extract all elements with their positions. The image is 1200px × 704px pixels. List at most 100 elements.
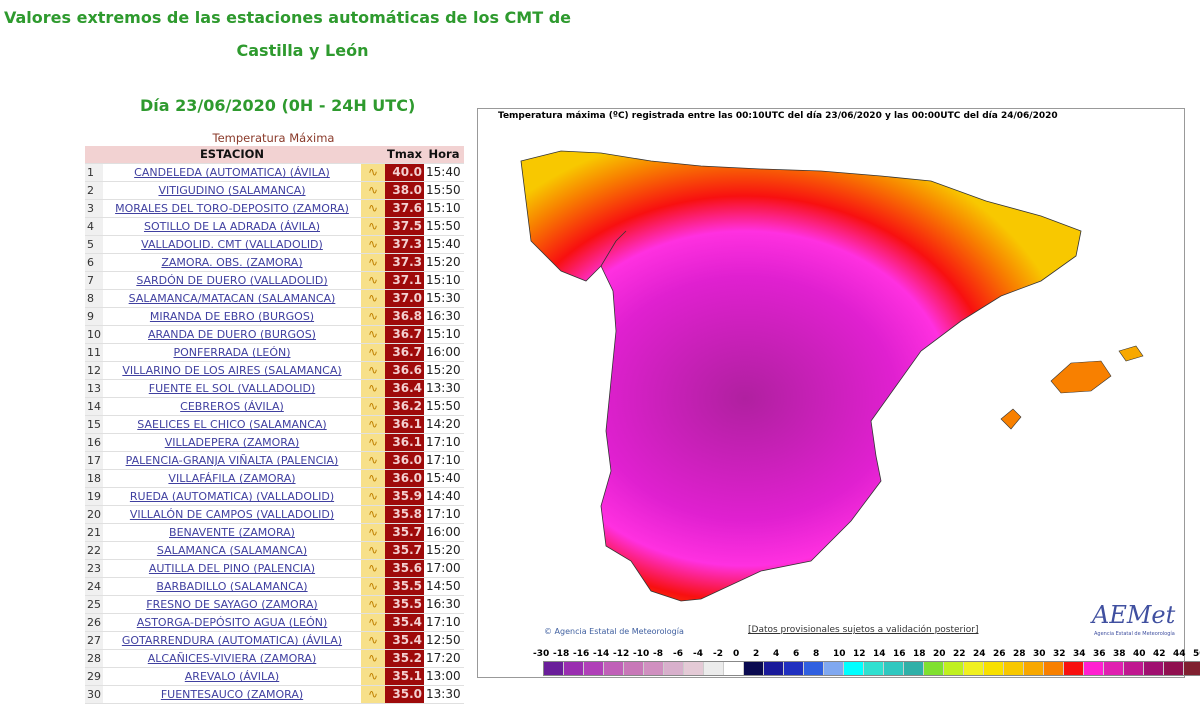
chart-wave-icon[interactable]: ∿ [361, 505, 385, 524]
station-link[interactable]: BARBADILLO (SALAMANCA) [156, 580, 308, 593]
station-link[interactable]: FRESNO DE SAYAGO (ZAMORA) [146, 598, 318, 611]
station-link[interactable]: FUENTESAUCO (ZAMORA) [160, 688, 304, 701]
chart-wave-icon[interactable]: ∿ [361, 595, 385, 614]
station-link[interactable]: VILLADEPERA (ZAMORA) [164, 436, 300, 449]
legend-swatch [764, 662, 784, 675]
station-link[interactable]: VILLARINO DE LOS AIRES (SALAMANCA) [122, 364, 342, 377]
legend-swatch [604, 662, 624, 675]
hora-value: 17:10 [426, 435, 461, 449]
table-caption: Temperatura Máxima [212, 131, 335, 145]
chart-wave-icon[interactable]: ∿ [361, 415, 385, 434]
tmax-value: 35.8 [385, 505, 425, 524]
chart-wave-icon[interactable]: ∿ [361, 559, 385, 578]
chart-wave-icon[interactable]: ∿ [361, 631, 385, 650]
station-link[interactable]: MORALES DEL TORO-DEPOSITO (ZAMORA) [115, 202, 349, 215]
hora-value: 15:40 [426, 165, 461, 179]
chart-wave-icon[interactable]: ∿ [361, 271, 385, 290]
tmax-value: 35.1 [385, 667, 425, 686]
chart-wave-icon[interactable]: ∿ [361, 307, 385, 326]
hora-value: 14:40 [426, 489, 461, 503]
station-link[interactable]: SAELICES EL CHICO (SALAMANCA) [137, 418, 327, 431]
page-subtitle: Castilla y León [236, 41, 369, 60]
hora-value: 15:50 [426, 183, 461, 197]
station-link[interactable]: SARDÓN DE DUERO (VALLADOLID) [136, 274, 328, 287]
chart-wave-icon[interactable]: ∿ [361, 451, 385, 470]
station-link[interactable]: RUEDA (AUTOMATICA) (VALLADOLID) [129, 490, 335, 503]
station-link[interactable]: ASTORGA-DEPÓSITO AGUA (LEÓN) [136, 616, 328, 629]
disclaimer-link[interactable]: [Datos provisionales sujetos a validació… [748, 625, 979, 635]
legend-swatch [544, 662, 564, 675]
station-link[interactable]: VILLAFÁFILA (ZAMORA) [168, 472, 296, 485]
chart-wave-icon[interactable]: ∿ [361, 469, 385, 488]
row-number: 23 [85, 559, 103, 578]
chart-wave-icon[interactable]: ∿ [361, 487, 385, 506]
station-link[interactable]: ARANDA DE DUERO (BURGOS) [148, 328, 316, 341]
chart-wave-icon[interactable]: ∿ [361, 199, 385, 218]
chart-wave-icon[interactable]: ∿ [361, 217, 385, 236]
table-row: 25 FRESNO DE SAYAGO (ZAMORA) ∿ 35.5 16:3… [85, 595, 465, 614]
chart-wave-icon[interactable]: ∿ [361, 235, 385, 254]
chart-wave-icon[interactable]: ∿ [361, 577, 385, 596]
station-link[interactable]: AUTILLA DEL PINO (PALENCIA) [148, 562, 316, 575]
chart-wave-icon[interactable]: ∿ [361, 541, 385, 560]
chart-wave-icon[interactable]: ∿ [361, 289, 385, 308]
chart-wave-icon[interactable]: ∿ [361, 397, 385, 416]
chart-wave-icon[interactable]: ∿ [361, 253, 385, 272]
hora-value: 16:00 [426, 345, 461, 359]
chart-wave-icon[interactable]: ∿ [361, 433, 385, 452]
legend-label: -6 [673, 649, 683, 659]
tmax-value: 36.8 [385, 307, 425, 326]
station-link[interactable]: FUENTE EL SOL (VALLADOLID) [148, 382, 316, 395]
chart-wave-icon[interactable]: ∿ [361, 667, 385, 686]
legend-label: 32 [1053, 649, 1066, 659]
col-station: ESTACION [103, 146, 361, 164]
chart-wave-icon[interactable]: ∿ [361, 685, 385, 704]
chart-wave-icon[interactable]: ∿ [361, 649, 385, 668]
row-number: 8 [85, 289, 103, 308]
table-row: 16 VILLADEPERA (ZAMORA) ∿ 36.1 17:10 [85, 433, 465, 452]
hora-value: 16:30 [426, 309, 461, 323]
chart-wave-icon[interactable]: ∿ [361, 163, 385, 182]
station-link[interactable]: MIRANDA DE EBRO (BURGOS) [149, 310, 315, 323]
portugal-border [600, 230, 627, 267]
station-link[interactable]: ZAMORA. OBS. (ZAMORA) [161, 256, 303, 269]
legend-swatch [1064, 662, 1084, 675]
row-number: 26 [85, 613, 103, 632]
legend-label: 8 [813, 649, 820, 659]
station-link[interactable]: PONFERRADA (LEÓN) [173, 346, 291, 359]
table-row: 14 CEBREROS (ÁVILA) ∿ 36.2 15:50 [85, 397, 465, 416]
station-link[interactable]: AREVALO (ÁVILA) [184, 670, 280, 683]
legend-label: -10 [633, 649, 650, 659]
tmax-value: 35.4 [385, 631, 425, 650]
legend-label: 20 [933, 649, 946, 659]
station-link[interactable]: PALENCIA-GRANJA VIÑALTA (PALENCIA) [125, 454, 339, 467]
row-number: 2 [85, 181, 103, 200]
chart-wave-icon[interactable]: ∿ [361, 613, 385, 632]
legend-swatch [564, 662, 584, 675]
chart-wave-icon[interactable]: ∿ [361, 343, 385, 362]
legend-swatch [744, 662, 764, 675]
hora-value: 17:20 [426, 651, 461, 665]
station-link[interactable]: GOTARRENDURA (AUTOMATICA) (ÁVILA) [121, 634, 343, 647]
hora-value: 16:30 [426, 597, 461, 611]
station-link[interactable]: CEBREROS (ÁVILA) [180, 400, 284, 413]
legend-swatch [944, 662, 964, 675]
station-link[interactable]: SOTILLO DE LA ADRADA (ÁVILA) [143, 220, 321, 233]
chart-wave-icon[interactable]: ∿ [361, 325, 385, 344]
legend-swatch [1004, 662, 1024, 675]
chart-wave-icon[interactable]: ∿ [361, 181, 385, 200]
station-link[interactable]: CANDELEDA (AUTOMATICA) (ÁVILA) [134, 166, 330, 179]
station-link[interactable]: ALCAÑICES-VIVIERA (ZAMORA) [147, 652, 317, 665]
tmax-value: 37.5 [385, 217, 425, 236]
chart-wave-icon[interactable]: ∿ [361, 523, 385, 542]
chart-wave-icon[interactable]: ∿ [361, 361, 385, 380]
station-link[interactable]: VITIGUDINO (SALAMANCA) [158, 184, 306, 197]
table-row: 13 FUENTE EL SOL (VALLADOLID) ∿ 36.4 13:… [85, 379, 465, 398]
station-link[interactable]: SALAMANCA (SALAMANCA) [156, 544, 308, 557]
table-row: 3 MORALES DEL TORO-DEPOSITO (ZAMORA) ∿ 3… [85, 199, 465, 218]
station-link[interactable]: BENAVENTE (ZAMORA) [169, 526, 295, 539]
station-link[interactable]: SALAMANCA/MATACAN (SALAMANCA) [128, 292, 336, 305]
chart-wave-icon[interactable]: ∿ [361, 379, 385, 398]
station-link[interactable]: VILLALÓN DE CAMPOS (VALLADOLID) [129, 508, 335, 521]
station-link[interactable]: VALLADOLID. CMT (VALLADOLID) [141, 238, 323, 251]
